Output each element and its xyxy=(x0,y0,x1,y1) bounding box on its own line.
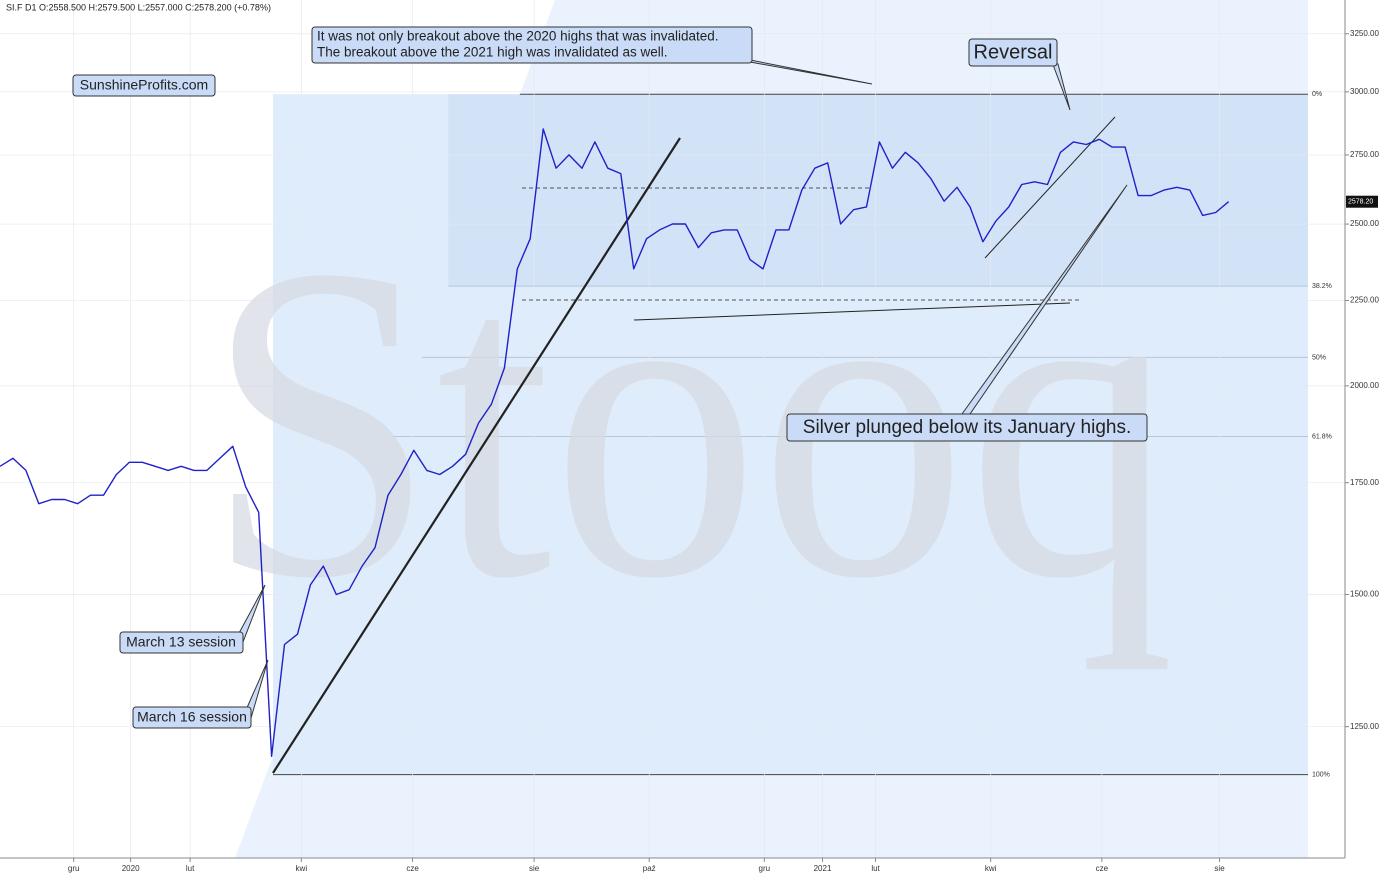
annotation: Silver plunged below its January highs. xyxy=(803,417,1131,438)
annotation: March 16 session xyxy=(137,709,247,725)
x-tick-label: gru xyxy=(759,864,771,873)
annotation-box xyxy=(132,706,252,729)
trendline xyxy=(272,137,681,774)
y-tick-label: 1750.00 xyxy=(1350,478,1379,487)
x-tick-label: gru xyxy=(68,864,80,873)
x-tick-label: lut xyxy=(871,864,880,873)
trendlines xyxy=(272,116,1116,774)
annotation-box xyxy=(968,38,1058,67)
last-price-box xyxy=(1346,195,1378,208)
trendline xyxy=(984,116,1116,259)
fib-label: 38.2% xyxy=(1312,283,1332,290)
last-price-label: 2578.20 xyxy=(1348,199,1373,206)
annotation: Reversal xyxy=(974,41,1053,63)
fib-label: 0% xyxy=(1312,91,1322,98)
header: SI.F D1 O:2558.500 H:2579.500 L:2557.000… xyxy=(6,2,271,12)
fib-label: 61.8% xyxy=(1312,433,1332,440)
x-tick-label: lut xyxy=(186,864,195,873)
y-tick-label: 1250.00 xyxy=(1350,722,1379,731)
annotation-box xyxy=(786,413,1148,442)
x-tick-label: 2020 xyxy=(122,864,140,873)
trendline xyxy=(633,302,1071,321)
y-tick-label: 3000.00 xyxy=(1350,87,1379,96)
price-line xyxy=(0,128,1230,757)
annotation: The breakout above the 2021 high was inv… xyxy=(317,45,667,60)
x-tick-label: kwi xyxy=(296,864,308,873)
annotation: It was not only breakout above the 2020 … xyxy=(317,29,719,44)
fib-label: 100% xyxy=(1312,772,1330,779)
x-tick-label: sie xyxy=(529,864,540,873)
y-tick-label: 2750.00 xyxy=(1350,150,1379,159)
y-tick-label: 3250.00 xyxy=(1350,29,1379,38)
y-tick-label: 1500.00 xyxy=(1350,590,1379,599)
annotation-box xyxy=(311,26,753,64)
x-tick-label: cze xyxy=(406,864,419,873)
annotation: March 13 session xyxy=(126,634,236,650)
plot xyxy=(0,128,1230,757)
x-tick-label: paź xyxy=(643,864,656,873)
fib-label: 50% xyxy=(1312,354,1326,361)
brand-box xyxy=(72,74,216,97)
y-tick-label: 2000.00 xyxy=(1350,381,1379,390)
x-tick-label: kwi xyxy=(985,864,997,873)
x-tick-label: sie xyxy=(1214,864,1225,873)
y-tick-label: 2250.00 xyxy=(1350,296,1379,305)
annotation-box xyxy=(119,631,244,654)
x-tick-label: 2021 xyxy=(814,864,832,873)
x-tick-label: cze xyxy=(1096,864,1109,873)
axes: 0% 38.2% 50% 61.8% 100% 1250.00 1500.00 1750.00… xyxy=(68,29,1380,873)
brand: SunshineProfits.com xyxy=(80,77,208,93)
y-tick-label: 2500.00 xyxy=(1350,219,1379,228)
